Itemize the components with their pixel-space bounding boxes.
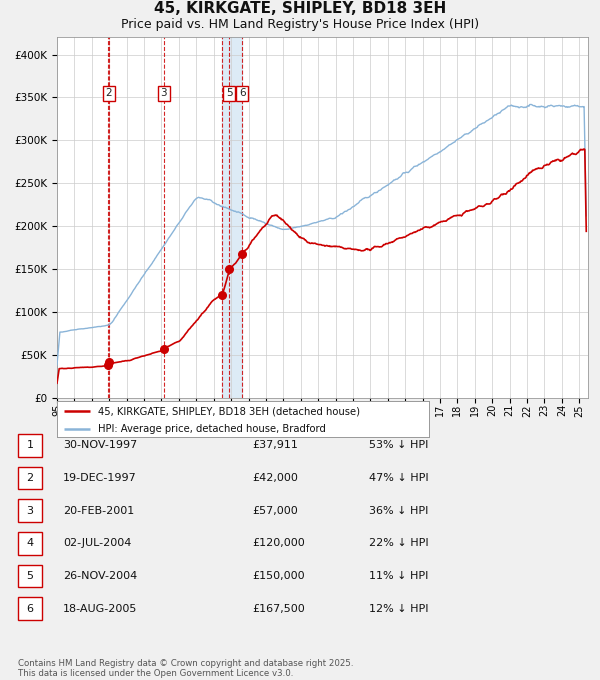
Text: 5: 5	[26, 571, 34, 581]
Text: 18-AUG-2005: 18-AUG-2005	[63, 604, 137, 613]
Text: 53% ↓ HPI: 53% ↓ HPI	[369, 441, 428, 450]
Text: 5: 5	[226, 88, 233, 98]
Text: 02-JUL-2004: 02-JUL-2004	[63, 539, 131, 548]
Text: HPI: Average price, detached house, Bradford: HPI: Average price, detached house, Brad…	[98, 424, 326, 434]
Text: 26-NOV-2004: 26-NOV-2004	[63, 571, 137, 581]
Text: 11% ↓ HPI: 11% ↓ HPI	[369, 571, 428, 581]
Text: Contains HM Land Registry data © Crown copyright and database right 2025.
This d: Contains HM Land Registry data © Crown c…	[18, 658, 353, 678]
Text: 36% ↓ HPI: 36% ↓ HPI	[369, 506, 428, 515]
Text: 4: 4	[26, 539, 34, 548]
Text: 30-NOV-1997: 30-NOV-1997	[63, 441, 137, 450]
Text: £42,000: £42,000	[252, 473, 298, 483]
Text: 1: 1	[26, 441, 34, 450]
Text: £120,000: £120,000	[252, 539, 305, 548]
Text: £37,911: £37,911	[252, 441, 298, 450]
Text: 45, KIRKGATE, SHIPLEY, BD18 3EH: 45, KIRKGATE, SHIPLEY, BD18 3EH	[154, 1, 446, 16]
Text: £167,500: £167,500	[252, 604, 305, 613]
Text: 6: 6	[26, 604, 34, 613]
Text: 2: 2	[106, 88, 112, 98]
Text: 3: 3	[160, 88, 167, 98]
Bar	[223, 37, 242, 398]
Text: 6: 6	[239, 88, 245, 98]
Text: 45, KIRKGATE, SHIPLEY, BD18 3EH (detached house): 45, KIRKGATE, SHIPLEY, BD18 3EH (detache…	[98, 406, 360, 416]
Text: 2: 2	[26, 473, 34, 483]
Text: 22% ↓ HPI: 22% ↓ HPI	[369, 539, 428, 548]
Text: £57,000: £57,000	[252, 506, 298, 515]
Text: 12% ↓ HPI: 12% ↓ HPI	[369, 604, 428, 613]
Text: 47% ↓ HPI: 47% ↓ HPI	[369, 473, 428, 483]
Text: 3: 3	[26, 506, 34, 515]
Text: Price paid vs. HM Land Registry's House Price Index (HPI): Price paid vs. HM Land Registry's House …	[121, 18, 479, 31]
Text: 19-DEC-1997: 19-DEC-1997	[63, 473, 137, 483]
Text: 20-FEB-2001: 20-FEB-2001	[63, 506, 134, 515]
Text: £150,000: £150,000	[252, 571, 305, 581]
